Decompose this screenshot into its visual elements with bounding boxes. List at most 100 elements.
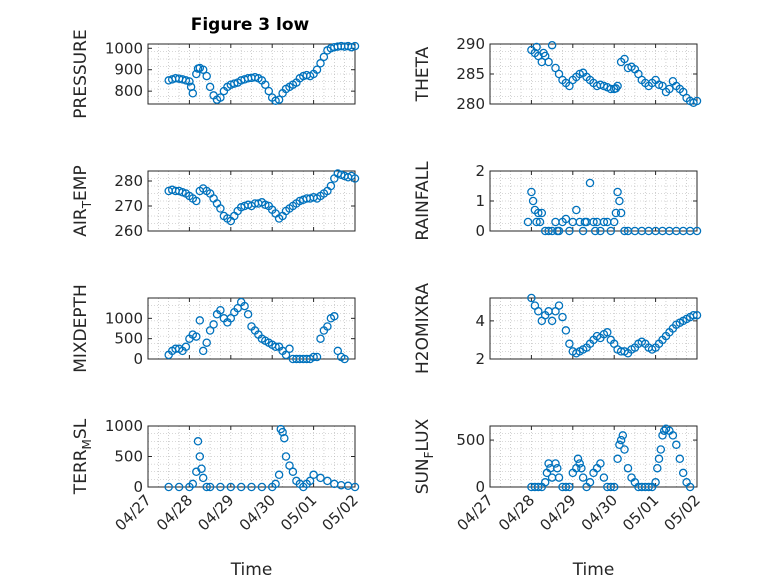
air-temp-point [326,181,336,191]
h2omixra-point [689,310,698,320]
rainfall-point [535,217,545,227]
mixdepth-point [285,344,294,354]
mixdepth-ytick-label: 0 [133,350,143,368]
subplot-rainfall: 0 1 2 RAINFALL [413,161,702,241]
sun-flux-point [651,478,660,487]
xaxis-label: Time [572,560,615,580]
pressure-point [347,42,356,52]
rainfall-point [616,208,626,218]
theta-point [544,57,553,67]
pressure-ytick-label: 1000 [105,39,143,57]
pressure-point [188,89,198,98]
rainfall-grid [490,171,697,231]
mixdepth-point [202,338,211,347]
terr-msl-ytick-label: 1000 [105,417,143,435]
h2omixra-point [565,339,574,349]
mixdepth-series [164,297,349,364]
figure-title: Figure 3 low [191,15,310,35]
air-temp-point [350,174,360,183]
sun-flux-point [585,478,595,487]
sun-flux-point [540,478,550,487]
mixdepth-ytick-label: 1000 [105,309,143,327]
sun-flux-point [561,482,571,492]
sun-flux-point [577,463,586,473]
sun-flux-point [685,482,695,492]
terr-msl-point [280,433,289,443]
sun-flux-point [672,440,681,450]
theta-series [527,40,702,108]
sun-flux-ytick-label: 500 [456,431,485,449]
terr-msl-point [174,482,184,492]
theta-point [547,40,557,50]
pressure-point [350,41,360,51]
terr-msl-point [197,464,206,473]
mixdepth-point [316,334,325,343]
terr-msl-point [288,467,298,477]
rainfall-point [585,178,595,188]
theta-ytick-label: 285 [456,65,485,83]
terr-msl-point [198,473,208,483]
terr-msl-point [188,479,198,489]
terr-msl-point [316,473,325,483]
rainfall-point [544,226,553,236]
rainfall-ytick-label: 1 [475,192,485,210]
air-temp-point [192,196,201,206]
pressure-ylabel: PRESSURE [71,29,91,118]
air-temp-ylabel: AIRTEMP [71,165,94,236]
terr-msl-ylabel: TERRMSL [71,418,94,495]
sun-flux-series [527,424,695,492]
h2omixra-point [692,310,702,320]
h2omixra-axes-box [489,297,698,360]
terr-msl-point [202,482,211,492]
sun-flux-point [575,459,584,468]
h2omixra-point [534,307,543,316]
pressure-point [202,71,211,81]
sun-flux-point [618,431,628,440]
pressure-point [216,93,225,102]
mixdepth-axes-box [147,297,356,360]
rainfall-point [528,196,538,206]
terr-msl-point [278,427,287,437]
sun-flux-ytick-label: 0 [475,478,485,496]
rainfall-ylabel: RAINFALL [413,161,433,241]
sun-flux-point [606,482,616,492]
h2omixra-point [554,301,564,310]
sun-flux-point [578,473,588,482]
air-temp-ytick-label: 270 [114,197,143,215]
mixdepth-ylabel: MIXDEPTH [71,284,91,373]
terr-msl-point [271,479,280,489]
theta-ytick-label: 280 [456,95,485,113]
terr-msl-point [305,476,315,486]
terr-msl-point [247,482,256,492]
rainfall-point [532,217,541,227]
pressure-ytick-label: 800 [114,82,143,100]
mixdepth-point [243,310,253,319]
subplot-theta: 280 285 290 THETA [413,35,702,113]
rainfall-point [596,226,605,236]
mixdepth-ytick-label: 500 [114,330,143,348]
air-temp-axes-box [147,170,356,232]
air-temp-point [216,204,225,213]
pressure-point [319,52,329,62]
air-temp-series [164,169,360,226]
pressure-point [274,95,284,104]
theta-point [620,54,629,64]
air-temp-ytick-label: 260 [114,222,143,240]
theta-point [606,84,616,94]
pressure-point [271,96,280,106]
rainfall-point [589,217,598,227]
sun-flux-point [573,454,583,464]
pressure-axes-box [147,43,356,105]
rainfall-point [537,208,547,218]
sun-flux-point [609,482,619,492]
h2omixra-ylabel: H2OMIXRA [413,283,433,374]
subplot-h2omixra: 2 4 H2OMIXRA [413,283,702,374]
pressure-point [316,59,325,68]
pressure-series [164,41,360,106]
rainfall-point [609,217,619,227]
sun-flux-point [616,435,626,445]
mixdepth-point [240,301,249,311]
sun-flux-point [620,445,629,454]
rainfall-ytick-label: 0 [475,222,485,240]
